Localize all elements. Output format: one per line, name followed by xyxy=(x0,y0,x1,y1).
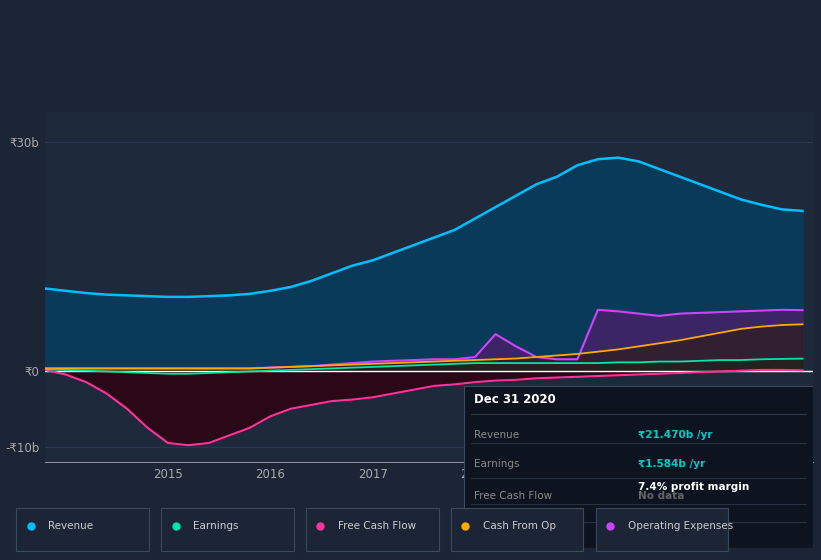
Text: No data: No data xyxy=(639,509,685,519)
FancyBboxPatch shape xyxy=(451,508,584,551)
Text: No data: No data xyxy=(639,491,685,501)
FancyBboxPatch shape xyxy=(16,508,149,551)
FancyBboxPatch shape xyxy=(161,508,294,551)
Text: 7.4% profit margin: 7.4% profit margin xyxy=(639,482,750,492)
Text: Revenue: Revenue xyxy=(475,430,520,440)
Text: Revenue: Revenue xyxy=(48,521,94,531)
Text: Earnings: Earnings xyxy=(475,459,520,469)
Text: Earnings: Earnings xyxy=(193,521,239,531)
Text: ₹21.470b /yr: ₹21.470b /yr xyxy=(639,430,713,440)
Text: ₹1.584b /yr: ₹1.584b /yr xyxy=(639,459,705,469)
Text: Free Cash Flow: Free Cash Flow xyxy=(475,491,553,501)
FancyBboxPatch shape xyxy=(464,386,813,548)
Text: Cash From Op: Cash From Op xyxy=(483,521,556,531)
FancyBboxPatch shape xyxy=(306,508,438,551)
Text: Cash From Op: Cash From Op xyxy=(475,509,548,519)
Text: Operating Expenses: Operating Expenses xyxy=(628,521,733,531)
FancyBboxPatch shape xyxy=(595,508,728,551)
Text: Operating Expenses: Operating Expenses xyxy=(475,527,580,536)
Text: ₹7.963b /yr: ₹7.963b /yr xyxy=(639,527,705,536)
Text: Dec 31 2020: Dec 31 2020 xyxy=(475,393,556,406)
Text: Free Cash Flow: Free Cash Flow xyxy=(338,521,416,531)
